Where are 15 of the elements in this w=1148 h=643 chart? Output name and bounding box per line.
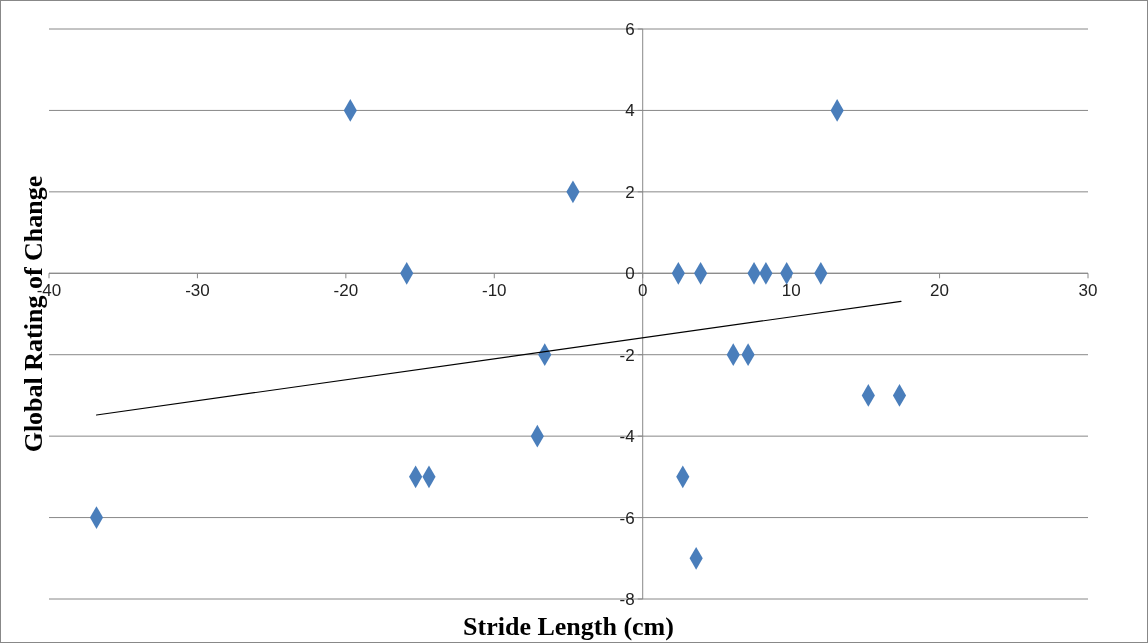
x-tick-label: -20	[333, 281, 359, 301]
y-tick-label: -4	[619, 427, 635, 447]
x-tick-label: -10	[482, 281, 507, 301]
y-tick-label: -6	[619, 508, 635, 528]
y-tick-label: -8	[619, 589, 635, 609]
y-tick-label: -2	[619, 345, 635, 365]
y-tick-label: 4	[625, 101, 635, 121]
x-tick-label: 10	[781, 281, 801, 301]
x-tick-label: 30	[1078, 281, 1098, 301]
x-tick-label: -30	[185, 281, 210, 301]
y-tick-label: 0	[625, 264, 635, 284]
x-axis-title: Stride Length (cm)	[463, 612, 674, 641]
y-tick-label: 2	[625, 182, 635, 202]
y-tick-label: 6	[625, 19, 635, 39]
x-tick-label: 20	[930, 281, 950, 301]
